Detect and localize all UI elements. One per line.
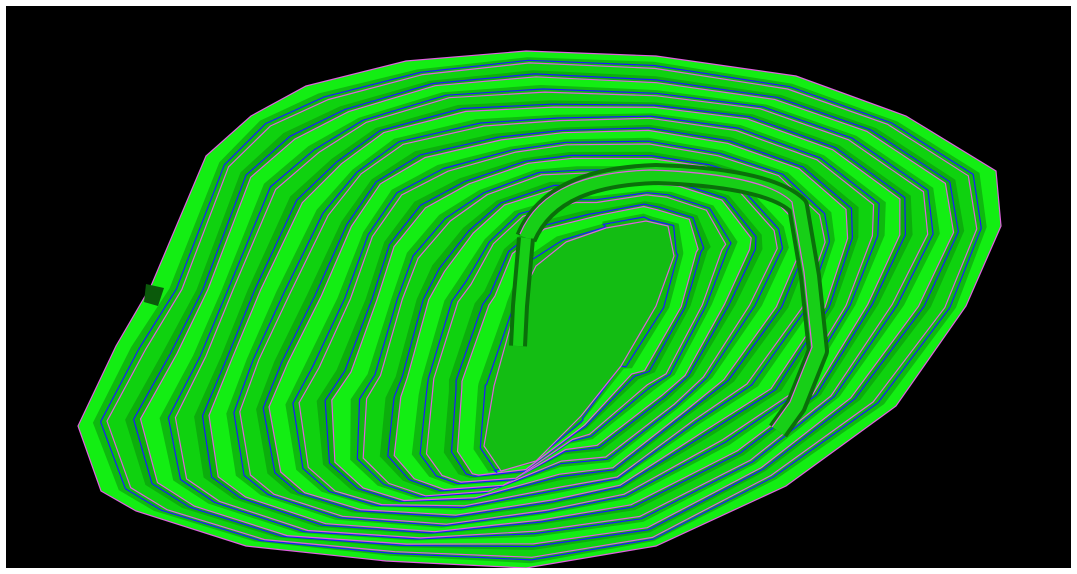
bench-crest-line xyxy=(139,76,955,545)
bench-crest-line xyxy=(268,129,849,516)
bench-toe-line xyxy=(99,59,982,561)
bench-toe-line xyxy=(233,115,880,527)
ramp-entry-notch xyxy=(144,284,164,306)
bench-crest-line xyxy=(174,91,929,539)
bench-crest-line xyxy=(77,50,1002,568)
bench-toe-line xyxy=(479,216,679,474)
bench-toe-line xyxy=(167,88,934,540)
bench-crest-line xyxy=(106,62,978,558)
bench-crest-line xyxy=(331,157,804,502)
bench-toe-line xyxy=(324,154,808,502)
bench-crest-line xyxy=(239,117,875,525)
bench-toe-line xyxy=(450,203,705,478)
bench-toe-line xyxy=(201,103,907,534)
pit-benches xyxy=(77,50,1002,568)
bench-crest-line xyxy=(298,143,826,507)
pit-bottom xyxy=(483,220,675,472)
render-viewport xyxy=(6,6,1071,568)
haul-road-surface xyxy=(519,167,825,436)
bench-toe-line xyxy=(292,140,831,509)
bench-toe-line xyxy=(132,73,960,548)
haul-road-left-leg-surface xyxy=(513,237,531,347)
bench-crest-line xyxy=(208,106,901,533)
bench-toe-line xyxy=(262,127,854,518)
bench-toe-line xyxy=(419,192,732,485)
haul-road-crest xyxy=(519,169,813,428)
open-pit-model xyxy=(77,50,1002,568)
bench-crest-line xyxy=(425,194,727,483)
bench-crest-line xyxy=(456,205,699,476)
haul-road xyxy=(509,163,829,438)
